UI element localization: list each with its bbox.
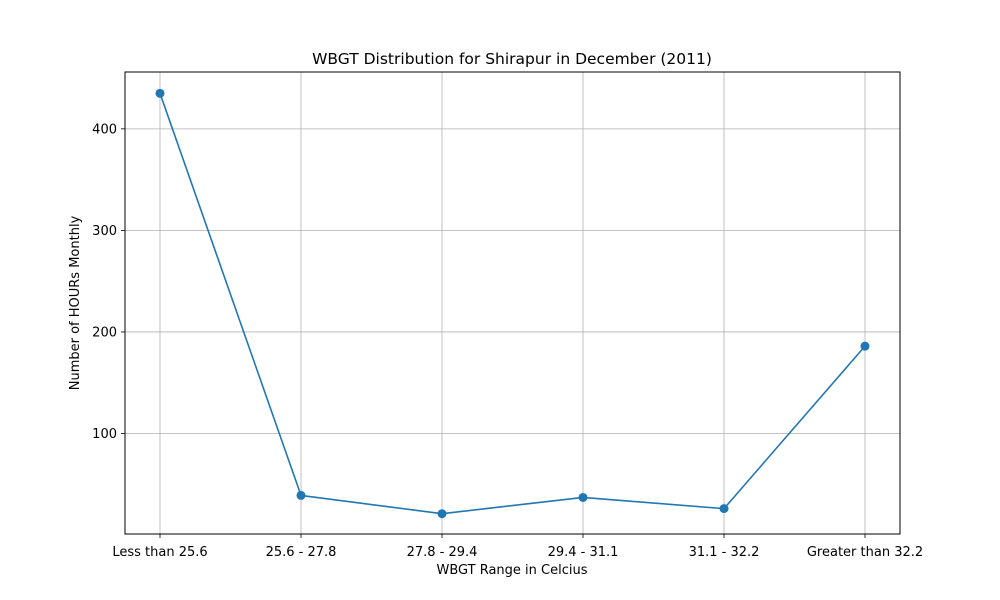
y-tick-label: 100 xyxy=(92,427,117,442)
data-point xyxy=(860,341,870,351)
series-line xyxy=(159,93,866,515)
x-tick-label: Less than 25.6 xyxy=(112,545,207,560)
x-tick-label: Greater than 32.2 xyxy=(807,545,923,560)
y-tick-label: 200 xyxy=(92,325,117,340)
plot-area-frame xyxy=(124,71,901,535)
data-point xyxy=(437,509,447,519)
data-point xyxy=(296,490,306,500)
axis-ticks: Less than 25.6 25.6 - 27.8 27.8 - 29.4 29.4… xyxy=(92,122,923,560)
x-axis-title: WBGT Range in Celcius xyxy=(436,563,587,578)
chart-title: WBGT Distribution for Shirapur in Decemb… xyxy=(312,50,712,68)
data-point xyxy=(578,492,588,502)
x-tick-label: 25.6 - 27.8 xyxy=(266,545,337,560)
y-tick-label: 300 xyxy=(92,224,117,239)
x-tick-label: 31.1 - 32.2 xyxy=(689,545,760,560)
y-axis-title: Number of HOURs Monthly xyxy=(68,215,83,390)
x-tick-label: 27.8 - 29.4 xyxy=(407,545,478,560)
data-point xyxy=(155,88,165,98)
data-point xyxy=(719,504,729,514)
grid-lines xyxy=(125,72,900,534)
series-layer xyxy=(155,88,870,519)
x-tick-label: 29.4 - 31.1 xyxy=(548,545,619,560)
y-tick-label: 400 xyxy=(92,122,117,137)
